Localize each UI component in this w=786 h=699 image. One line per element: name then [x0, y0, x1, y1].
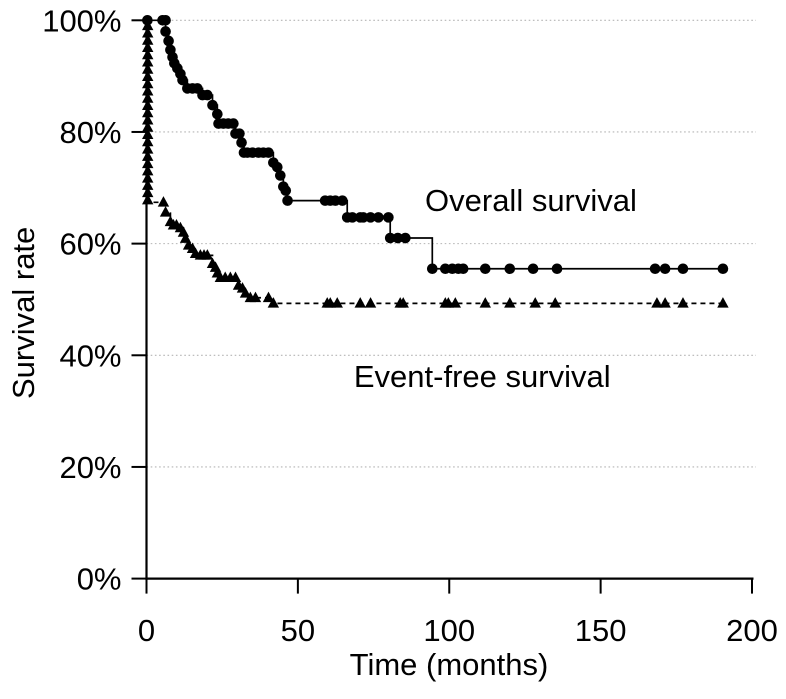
overall-survival-marker [271, 161, 283, 173]
overall-survival-label: Overall survival [425, 182, 637, 218]
event-free-survival-marker [142, 179, 154, 190]
event-free-survival-marker [142, 63, 154, 74]
x-tick-label: 150 [575, 613, 627, 648]
event-free-survival-marker [142, 34, 154, 45]
event-free-survival-marker [142, 121, 154, 132]
event-free-survival-marker [479, 297, 491, 308]
event-free-survival-marker [651, 297, 663, 308]
overall-survival-marker [373, 212, 384, 223]
x-tick-label: 0 [138, 613, 155, 648]
event-free-survival-marker [504, 297, 516, 308]
overall-survival-marker [400, 232, 411, 244]
event-free-survival-marker [142, 186, 154, 198]
event-free-survival-marker [229, 271, 242, 282]
overall-survival-marker [202, 89, 213, 101]
overall-survival-marker [392, 232, 404, 244]
event-free-survival-marker [397, 297, 409, 308]
y-tick-label: 20% [59, 450, 121, 485]
event-free-survival-marker [142, 157, 154, 169]
overall-survival-marker [479, 263, 491, 275]
event-free-survival-marker [142, 48, 154, 60]
event-free-survival-marker [142, 92, 154, 103]
overall-survival-marker [384, 232, 396, 244]
event-free-survival-marker [354, 297, 366, 308]
overall-survival-marker [426, 263, 438, 275]
overall-survival-marker [234, 128, 245, 139]
event-free-survival-marker [142, 135, 154, 147]
event-free-survival-marker [142, 128, 154, 140]
event-free-survival-marker [239, 287, 252, 298]
overall-survival-marker [163, 35, 174, 47]
event-free-survival-marker [142, 85, 154, 96]
overall-survival-marker [282, 195, 293, 206]
event-free-survival-marker [142, 99, 154, 111]
event-free-survival-marker [142, 77, 154, 89]
y-tick-label: 40% [59, 338, 121, 373]
event-free-survival-marker [142, 26, 154, 38]
event-free-survival-marker [142, 143, 154, 154]
overall-survival-marker [677, 263, 689, 275]
overall-survival-marker [659, 263, 671, 275]
event-free-survival-marker [142, 106, 154, 118]
overall-survival-marker [228, 118, 239, 129]
event-free-survival-marker [159, 206, 172, 217]
overall-survival-marker [551, 263, 563, 275]
event-free-survival-marker [449, 297, 462, 308]
event-free-survival-marker [549, 297, 561, 308]
x-tick-label: 100 [423, 613, 475, 648]
event-free-survival-marker [267, 297, 280, 308]
overall-survival-marker [207, 99, 218, 111]
event-free-survival-marker [142, 41, 154, 52]
event-free-survival-marker [249, 291, 262, 303]
event-free-survival-marker [142, 172, 154, 183]
overall-survival-marker [263, 147, 274, 158]
event-free-survival-marker [142, 114, 154, 125]
overall-survival-marker [177, 74, 188, 86]
overall-survival-marker [160, 14, 171, 26]
event-free-survival-marker [142, 150, 154, 161]
overall-survival-marker [717, 263, 729, 275]
y-tick-label: 100% [42, 3, 121, 38]
overall-survival-marker [383, 212, 394, 223]
event-free-survival-curve [146, 19, 725, 305]
event-free-survival-marker [717, 297, 729, 308]
x-tick-label: 200 [726, 613, 778, 648]
event-free-survival-marker [331, 297, 343, 308]
event-free-survival-marker [142, 19, 154, 31]
y-tick-label: 60% [59, 227, 121, 262]
y-tick-label: 0% [77, 562, 122, 597]
overall-survival-marker [347, 212, 358, 223]
event-free-survival-marker [201, 249, 214, 260]
event-free-survival-marker [364, 297, 377, 308]
event-free-survival-marker [142, 70, 154, 81]
overall-survival-marker [365, 212, 376, 223]
event-free-survival-marker [262, 291, 275, 303]
overall-survival-marker [337, 195, 348, 206]
overall-survival-marker [649, 263, 661, 275]
overall-survival-marker [275, 170, 286, 181]
event-free-survival-marker [529, 297, 541, 308]
event-free-survival-marker [157, 196, 170, 207]
x-axis-title: Time (months) [349, 647, 549, 682]
event-free-survival-marker [677, 297, 689, 308]
event-free-survival-marker [142, 193, 154, 205]
overall-survival-curve [146, 19, 725, 270]
overall-survival-marker [212, 108, 223, 120]
overall-survival-marker [280, 185, 292, 196]
overall-survival-marker [527, 263, 539, 275]
y-tick-label: 80% [59, 115, 121, 150]
x-tick-label: 50 [281, 613, 315, 648]
y-axis-title: Survival rate [6, 226, 41, 399]
event-free-survival-marker [659, 297, 671, 308]
overall-survival-marker [457, 263, 469, 275]
event-free-survival-label: Event-free survival [353, 358, 611, 394]
overall-survival-marker [504, 263, 516, 275]
overall-survival-marker [357, 212, 369, 223]
overall-survival-marker [236, 137, 247, 148]
event-free-survival-marker [142, 164, 154, 176]
event-free-survival-marker [142, 55, 154, 67]
overall-survival-marker [160, 26, 171, 37]
